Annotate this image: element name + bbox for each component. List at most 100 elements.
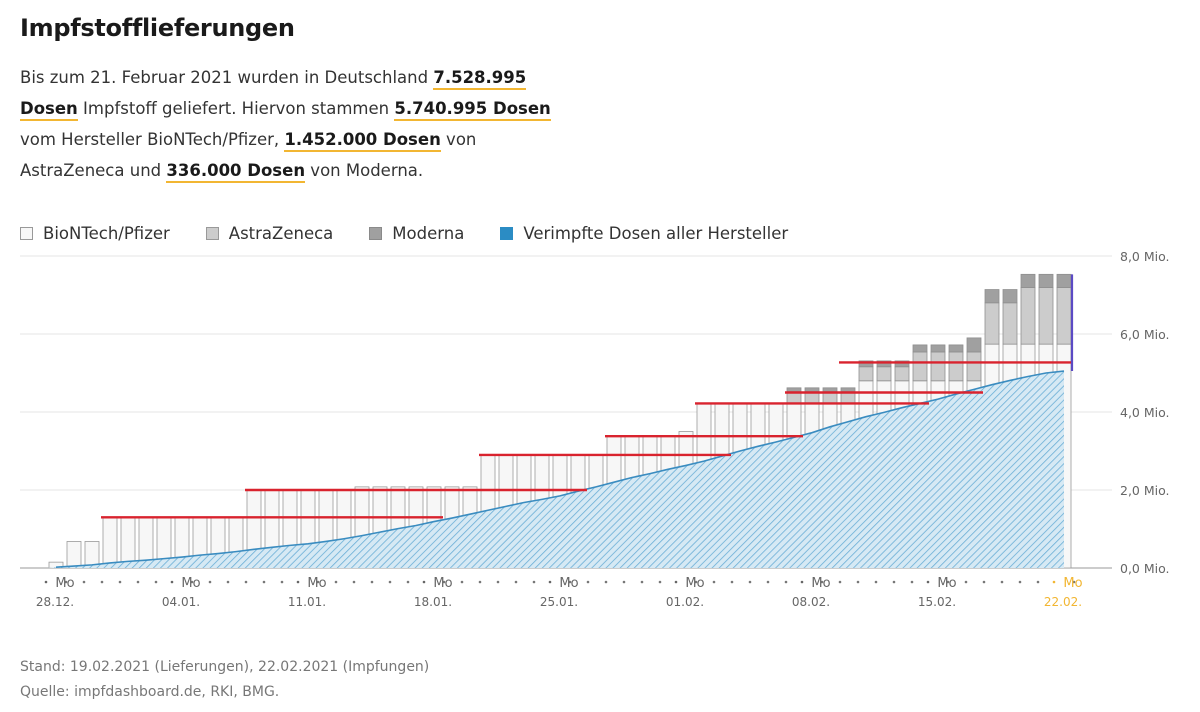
bar-astrazeneca (948, 351, 964, 382)
x-day-dot (1036, 580, 1040, 584)
bar-moderna (894, 360, 910, 368)
x-tick-date: 28.12. (36, 595, 74, 609)
x-day-dot (514, 580, 518, 584)
bar-moderna (1038, 273, 1054, 288)
x-tick-date: 11.01. (288, 595, 326, 609)
bar-biontech-pfizer (102, 516, 118, 569)
bar-moderna (876, 360, 892, 368)
intro-text: Bis zum 21. Februar 2021 wurden in Deuts… (20, 62, 580, 186)
administered-line (55, 370, 1065, 569)
administered-area (47, 371, 1064, 568)
x-day-dot (82, 580, 86, 584)
x-day-dot (100, 580, 104, 584)
bar-astrazeneca (912, 351, 928, 382)
x-day-dot (352, 580, 356, 584)
legend-swatch-moderna (369, 227, 383, 240)
x-day-dot (154, 580, 158, 584)
bar-moderna (1056, 273, 1072, 288)
x-tick-date: 08.02. (792, 595, 830, 609)
x-day-dot (334, 580, 338, 584)
x-tick-date: 01.02. (666, 595, 704, 609)
x-tick-weekday: Mo (811, 576, 830, 591)
x-tick-dot (296, 580, 300, 584)
x-day-dot (1018, 580, 1022, 584)
x-day-dot (406, 580, 410, 584)
x-day-dot (820, 580, 824, 584)
legend-swatch-astrazeneca (205, 227, 219, 240)
astrazeneca-doses: 1.452.000 Dosen (284, 130, 441, 152)
x-day-dot (244, 580, 248, 584)
bar-astrazeneca (1020, 287, 1036, 345)
intro-part-1: Bis zum 21. Februar 2021 wurden in Deuts… (20, 68, 434, 87)
x-day-dot (208, 580, 212, 584)
x-day-dot (982, 580, 986, 584)
x-day-dot (442, 580, 446, 584)
x-day-dot (874, 580, 878, 584)
x-day-dot (910, 580, 914, 584)
y-tick-label: 8,0 Mio. (1120, 249, 1170, 264)
x-tick-date: 25.01. (540, 595, 578, 609)
x-day-dot (640, 580, 644, 584)
delivery-chart: 0,0 Mio. 2,0 Mio. 4,0 Mio. 6,0 Mio. 8,0 Mio.… (20, 249, 1170, 609)
bar-moderna (786, 387, 802, 393)
moderna-doses: 336.000 Dosen (166, 161, 306, 183)
x-day-dot (838, 580, 842, 584)
legend-label-astrazeneca: AstraZeneca (228, 224, 334, 243)
x-tick-dot (674, 580, 678, 584)
x-day-dot (748, 580, 752, 584)
bar-moderna (912, 344, 928, 353)
bar-astrazeneca (1056, 287, 1072, 345)
x-day-dot (622, 580, 626, 584)
bar-moderna (804, 387, 820, 393)
x-day-dot (568, 580, 572, 584)
x-day-dot (766, 580, 770, 584)
x-tick-dot (548, 580, 552, 584)
page-title: Impfstofflieferungen (20, 14, 295, 42)
bar-astrazeneca (894, 366, 910, 382)
bar-astrazeneca (858, 366, 874, 382)
intro-part-2: Impfstoff geliefert. Hiervon stammen (77, 99, 395, 118)
x-tick-dot (44, 580, 48, 584)
biontech-doses: 5.740.995 Dosen (394, 99, 551, 121)
x-tick-date: 22.02. (1044, 595, 1082, 609)
x-day-dot (1072, 580, 1076, 584)
x-tick-date: 04.01. (162, 595, 200, 609)
x-tick-dot (422, 580, 426, 584)
x-day-dot (892, 580, 896, 584)
x-day-dot (694, 580, 698, 584)
total-doses: 7.528.995 Dosen (20, 68, 527, 121)
bar-moderna (822, 387, 838, 393)
x-tick-weekday: Mo (55, 576, 74, 591)
bar-biontech-pfizer (66, 541, 82, 569)
bar-moderna (930, 344, 946, 353)
bar-astrazeneca (876, 366, 892, 382)
bar-moderna (984, 289, 1000, 304)
x-tick-weekday: Mo (433, 576, 452, 591)
intro-part-3: vom Hersteller BioNTech/Pfizer, (20, 130, 285, 149)
x-day-dot (712, 580, 716, 584)
legend-item-moderna: Moderna (369, 224, 464, 243)
footer-stand: Stand: 19.02.2021 (Lieferungen), 22.02.2… (20, 659, 430, 675)
footer: Stand: 19.02.2021 (Lieferungen), 22.02.2… (20, 655, 429, 705)
x-day-dot (946, 580, 950, 584)
bar-moderna (966, 337, 982, 353)
bar-moderna (1002, 289, 1018, 304)
x-day-dot (280, 580, 284, 584)
x-tick-weekday: Mo (307, 576, 326, 591)
x-tick-weekday: Mo (937, 576, 956, 591)
x-day-dot (316, 580, 320, 584)
x-day-dot (262, 580, 266, 584)
legend-label-biontech: BioNTech/Pfizer (43, 224, 170, 243)
y-tick-label: 4,0 Mio. (1120, 405, 1170, 420)
x-day-dot (784, 580, 788, 584)
y-tick-label: 6,0 Mio. (1120, 327, 1170, 342)
bar-astrazeneca (1002, 302, 1018, 345)
x-day-dot (136, 580, 140, 584)
y-tick-label: 0,0 Mio. (1120, 561, 1170, 576)
x-tick-dot (926, 580, 930, 584)
x-day-dot (226, 580, 230, 584)
x-tick-dot (170, 580, 174, 584)
x-day-dot (190, 580, 194, 584)
legend-swatch-administered (500, 227, 514, 240)
bar-moderna (1020, 273, 1036, 288)
